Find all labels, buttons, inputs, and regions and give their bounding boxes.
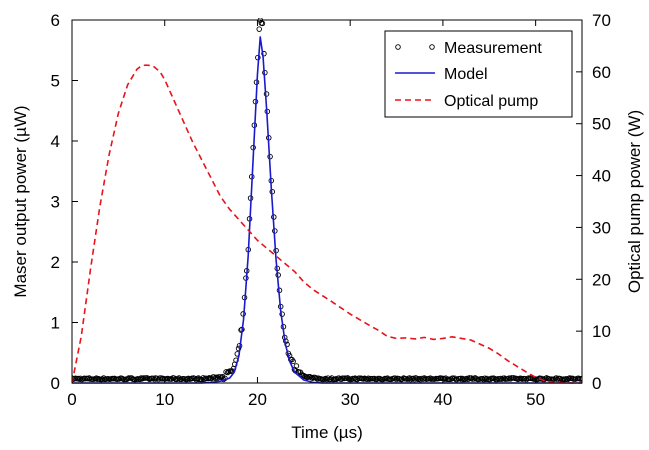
- y-right-tick-label: 30: [592, 218, 611, 237]
- x-tick-label: 20: [248, 390, 267, 409]
- y-left-tick-label: 3: [51, 193, 60, 212]
- x-tick-label: 0: [67, 390, 76, 409]
- measurement-point: [579, 375, 582, 382]
- measurement-point: [235, 345, 242, 352]
- measurement-point: [256, 26, 262, 32]
- measurement-point: [324, 376, 330, 383]
- y-right-tick-label: 50: [592, 115, 611, 134]
- measurement-point: [442, 375, 449, 381]
- measurement-point: [72, 375, 75, 381]
- y-left-tick-label: 5: [51, 72, 60, 91]
- x-tick-label: 30: [341, 390, 360, 409]
- legend-label-model: Model: [444, 66, 488, 83]
- legend-item-optical-pump: Optical pump: [395, 93, 538, 110]
- y-left-tick-label: 2: [51, 253, 60, 272]
- x-axis-title: Time (µs): [291, 423, 363, 442]
- y-right-tick-label: 10: [592, 322, 611, 341]
- measurement-point: [140, 375, 147, 381]
- legend-marker-measurement: [395, 44, 401, 50]
- legend-label-optical-pump: Optical pump: [444, 93, 538, 110]
- measurement-point: [213, 374, 220, 381]
- y-right-tick-label: 70: [592, 11, 611, 30]
- measurement-point: [293, 363, 300, 369]
- measurement-point: [459, 376, 465, 383]
- measurement-point: [76, 376, 83, 382]
- measurement-point: [468, 375, 475, 381]
- measurement-point: [188, 376, 194, 382]
- legend-item-measurement: Measurement: [395, 40, 542, 57]
- measurement-point: [505, 376, 511, 382]
- y-right-tick-label: 40: [592, 167, 611, 186]
- legend-marker-measurement: [429, 44, 435, 50]
- measurement-point: [212, 375, 219, 382]
- y-axis-right-title: Optical pump power (W): [625, 110, 644, 293]
- measurement-point: [562, 376, 568, 383]
- y-right-tick-label: 20: [592, 270, 611, 289]
- measurement-point: [325, 375, 331, 381]
- y-left-tick-label: 1: [51, 314, 60, 333]
- measurement-point: [482, 375, 488, 381]
- legend-item-model: Model: [395, 66, 488, 83]
- measurement-point: [93, 375, 100, 381]
- measurement-point: [483, 376, 489, 383]
- measurement-point: [259, 20, 266, 27]
- series-model-line: [72, 36, 582, 384]
- legend-box: [384, 30, 573, 118]
- x-tick-label: 50: [526, 390, 545, 409]
- measurement-point: [364, 376, 370, 382]
- series-layer: [72, 18, 582, 384]
- measurement-point: [261, 50, 267, 57]
- measurement-point: [150, 375, 157, 382]
- measurement-point: [553, 375, 559, 381]
- measurement-point: [338, 376, 345, 382]
- legend: Measurement Model Optical pump: [384, 30, 573, 118]
- y-axis-left-title: Maser output power (µW): [11, 105, 30, 297]
- y-left-tick-label: 4: [51, 132, 60, 151]
- measurement-point: [392, 375, 398, 381]
- y-left-tick-label: 0: [51, 374, 60, 393]
- x-tick-label: 40: [433, 390, 452, 409]
- measurement-point: [185, 375, 192, 382]
- measurement-point: [238, 327, 244, 333]
- measurement-point: [290, 358, 296, 365]
- y-right-tick-label: 60: [592, 63, 611, 82]
- series-optical-pump-line: [72, 64, 582, 384]
- x-tick-label: 10: [155, 390, 174, 409]
- measurement-point: [205, 375, 212, 382]
- measurement-point: [200, 375, 206, 381]
- y-left-tick-label: 6: [51, 11, 60, 30]
- y-right-tick-label: 0: [592, 374, 601, 393]
- legend-label-measurement: Measurement: [444, 40, 542, 57]
